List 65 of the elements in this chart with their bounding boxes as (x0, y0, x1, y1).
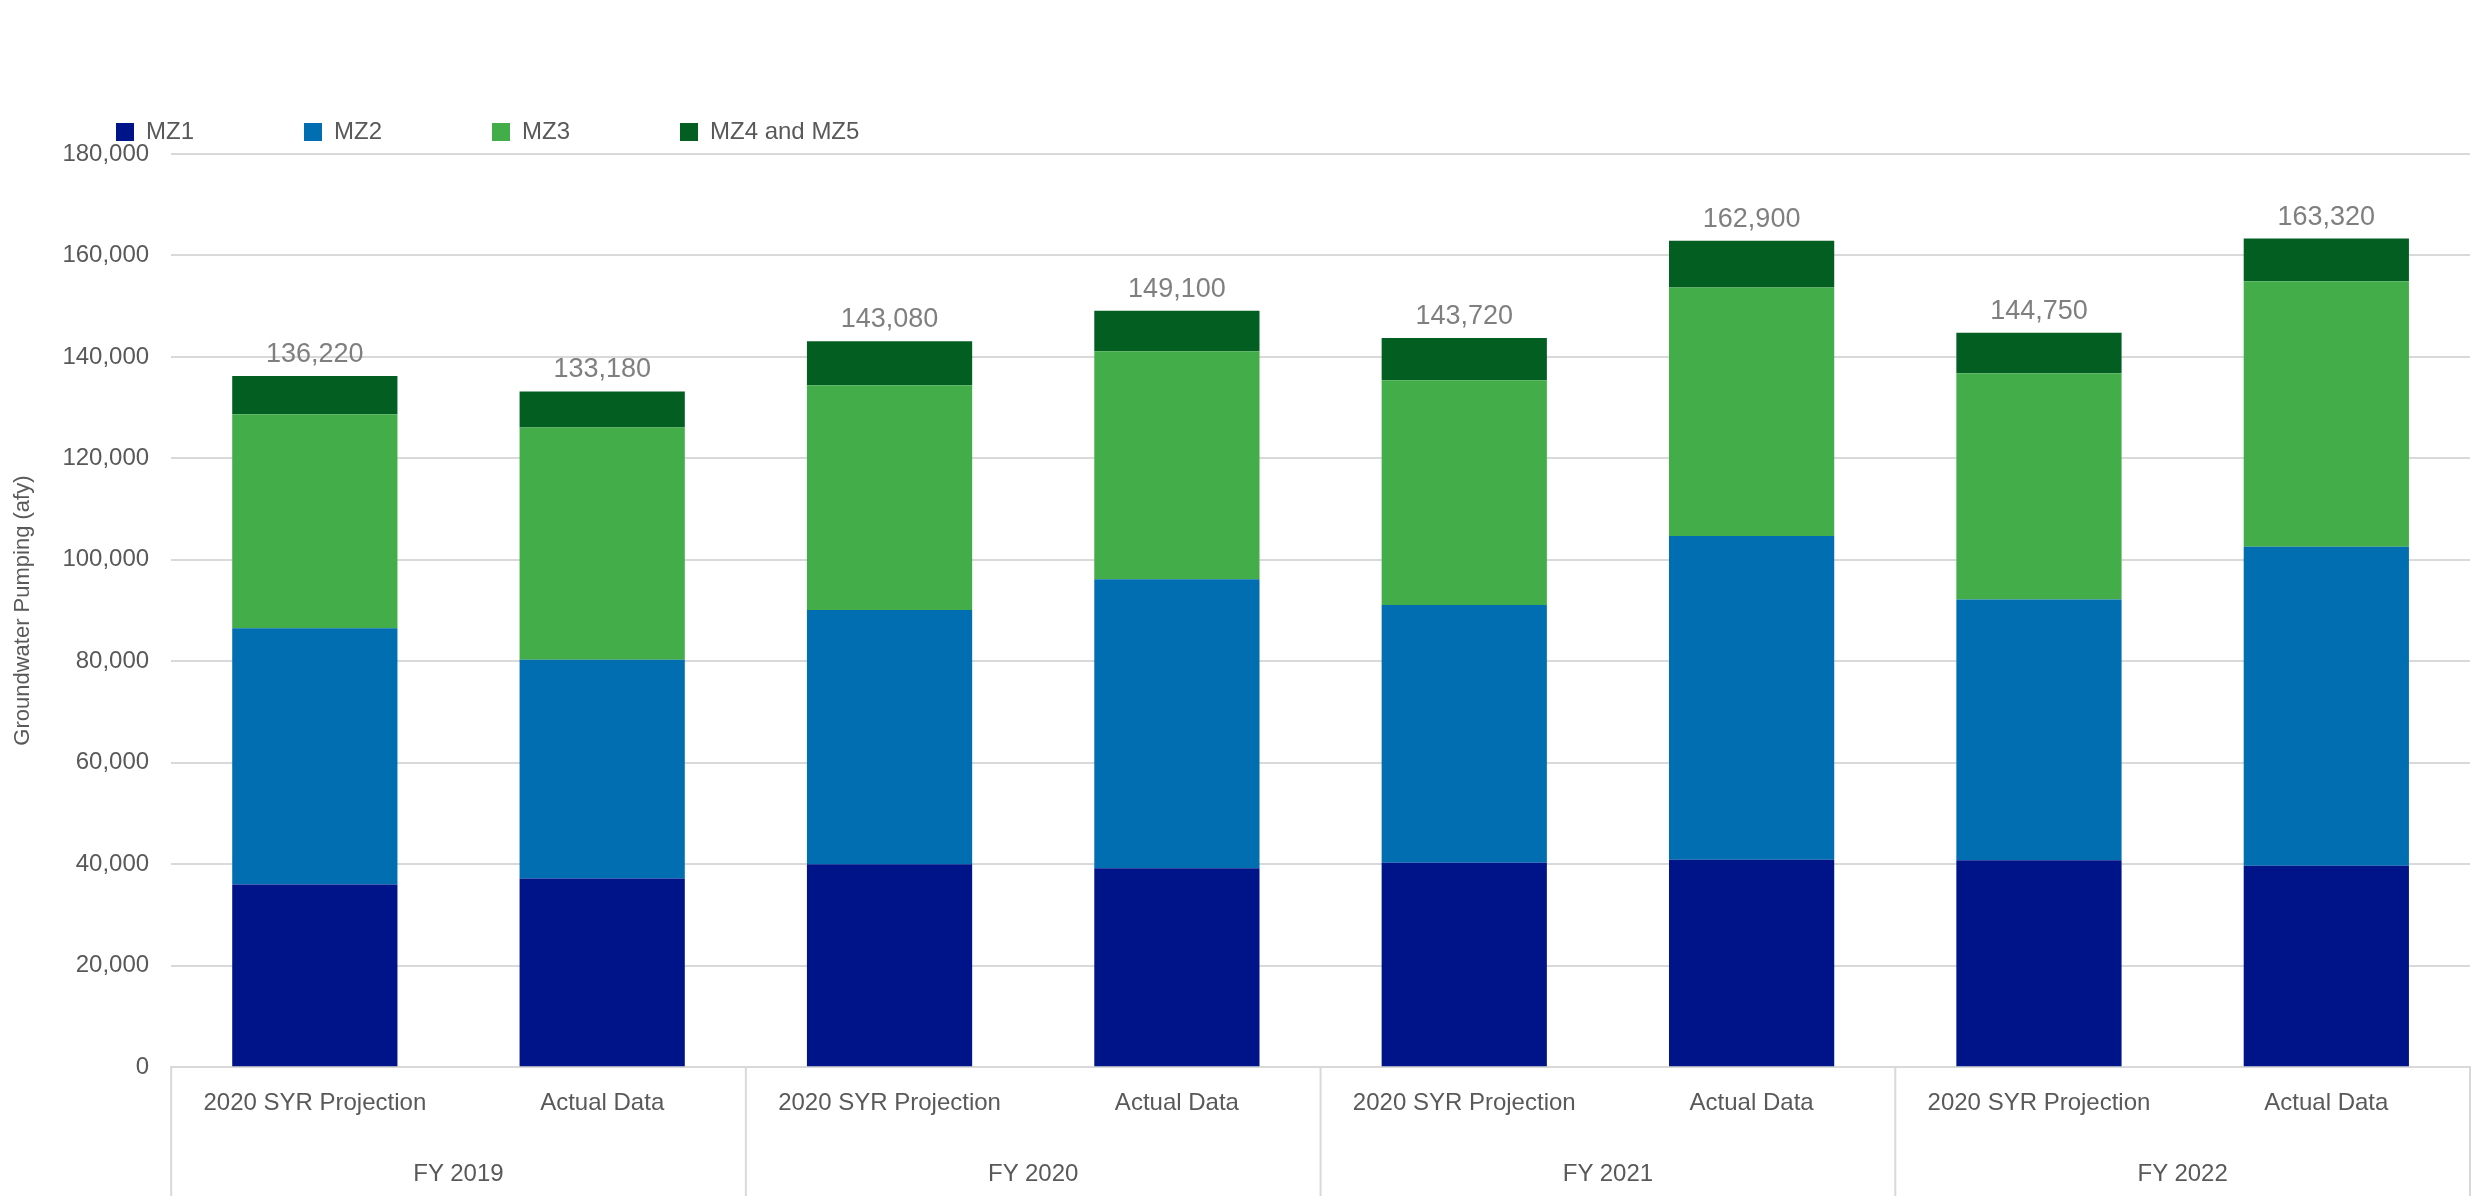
x-tick-label: Actual Data (540, 1088, 665, 1116)
total-label: 143,080 (840, 303, 939, 334)
y-tick-label: 140,000 (62, 341, 150, 369)
bar (519, 391, 685, 428)
bar (1381, 380, 1547, 606)
legend-label: MZ2 (334, 116, 382, 144)
y-tick-label: 60,000 (75, 747, 150, 775)
bar (232, 628, 398, 885)
bar (232, 376, 398, 415)
bar (232, 414, 398, 629)
bar (1094, 351, 1260, 580)
bar (1669, 287, 1835, 537)
bar (806, 864, 973, 1067)
bar (1669, 859, 1835, 1067)
total-label: 144,750 (1990, 294, 2088, 325)
total-label: 143,720 (1415, 300, 1514, 331)
bar (1669, 536, 1835, 860)
bar (806, 341, 973, 386)
bar (1094, 579, 1260, 869)
bar (2243, 546, 2409, 866)
bar (519, 659, 685, 879)
x-tick-label: Actual Data (1689, 1088, 1815, 1116)
bar (2243, 281, 2409, 547)
x-tick-label: Actual Data (1114, 1088, 1240, 1116)
bar (1381, 605, 1547, 863)
bar (519, 427, 685, 660)
x-tick-label: 2020 SYR Projection (1927, 1088, 2151, 1116)
y-axis-title: Groundwater Pumping (afy) (9, 475, 35, 746)
bar (1956, 599, 2122, 861)
total-label: 163,320 (2277, 200, 2376, 231)
total-label: 149,100 (1128, 272, 1226, 303)
bar (1381, 862, 1547, 1067)
bar (1381, 338, 1547, 381)
legend-label: MZ3 (522, 116, 570, 144)
total-label: 136,220 (266, 338, 364, 369)
bar (2243, 865, 2409, 1067)
x-tick-label: 2020 SYR Projection (1352, 1088, 1576, 1116)
total-label: 133,180 (553, 353, 651, 384)
y-tick-label: 20,000 (75, 950, 150, 978)
text: FY 2020 (988, 1158, 1079, 1186)
bar (806, 610, 973, 865)
bar (1956, 373, 2122, 600)
y-tick-label: 40,000 (75, 848, 150, 876)
x-tick-label: 2020 SYR Projection (778, 1088, 1001, 1116)
x-tick-label: 2020 SYR Projection (203, 1088, 427, 1116)
legend-label: MZ4 and MZ5 (710, 116, 860, 144)
y-tick-label: 100,000 (62, 544, 150, 572)
total-label: 162,900 (1702, 202, 1801, 233)
bar (1094, 310, 1260, 352)
bar (1094, 868, 1260, 1067)
bar (1956, 860, 2122, 1067)
bar (232, 884, 398, 1067)
bar (519, 878, 685, 1067)
text: FY 2021 (1562, 1158, 1654, 1186)
text: FY 2022 (2137, 1158, 2228, 1186)
y-tick-label: 120,000 (62, 443, 150, 471)
y-tick-label: 80,000 (75, 645, 150, 673)
bar (806, 385, 973, 611)
text: FY 2019 (413, 1158, 504, 1186)
y-tick-label: 160,000 (62, 240, 150, 268)
bar (1956, 332, 2122, 374)
y-tick-label: 0 (135, 1051, 150, 1079)
bar (2243, 238, 2409, 282)
x-tick-label: Actual Data (2264, 1088, 2389, 1116)
bar (1669, 240, 1835, 288)
